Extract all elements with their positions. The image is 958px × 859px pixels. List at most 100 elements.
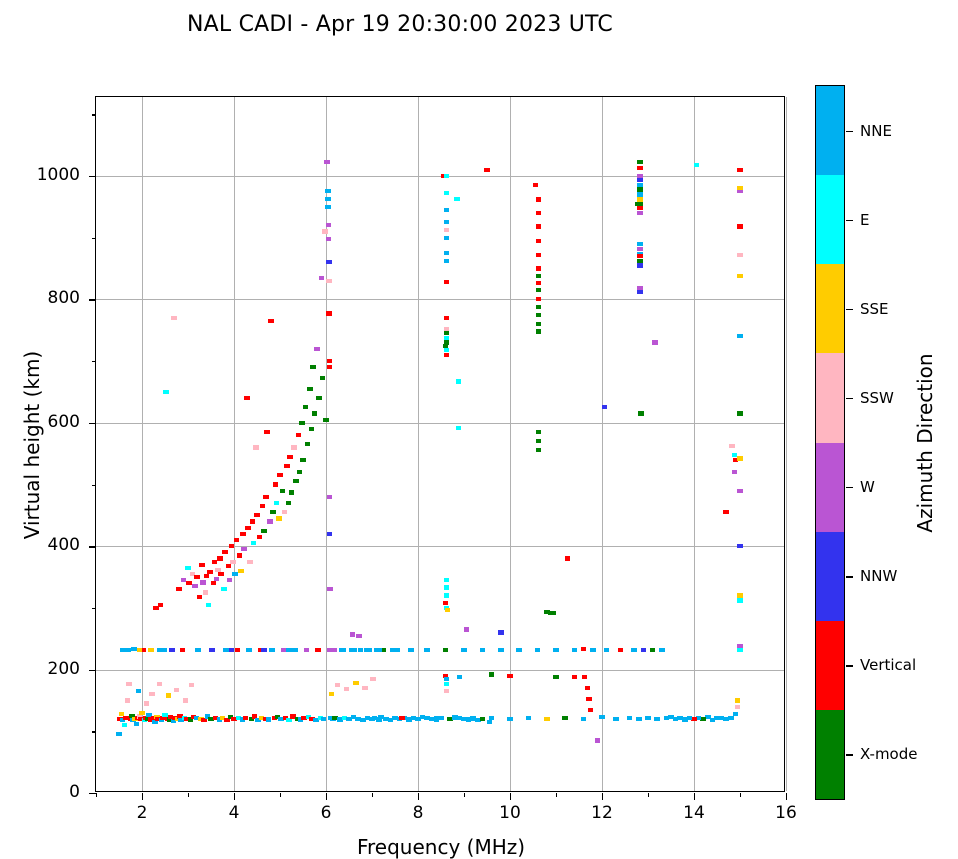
echo-point (424, 647, 430, 652)
y-tick-label: 400 (47, 535, 80, 556)
echo-point (443, 173, 450, 179)
echo-point (224, 718, 230, 723)
echo-point (216, 717, 222, 722)
echo-point (138, 716, 144, 722)
echo-point (307, 386, 313, 391)
echo-point (465, 717, 472, 722)
colorbar-band-ssw (816, 353, 844, 443)
echo-point (249, 519, 256, 524)
echo-point (217, 556, 223, 561)
echo-point (246, 647, 252, 652)
echo-point (315, 647, 321, 652)
echo-point (143, 701, 150, 706)
echo-point (331, 647, 337, 652)
echo-point (150, 716, 157, 721)
echo-point (265, 717, 272, 722)
echo-point (131, 646, 137, 651)
echo-point (728, 715, 734, 720)
x-minor-tick (464, 793, 466, 797)
echo-point (326, 365, 332, 370)
echo-point (203, 573, 210, 578)
x-tick (418, 793, 420, 800)
echo-point (311, 411, 318, 416)
x-minor-tick (556, 793, 558, 797)
echo-point (443, 250, 450, 256)
echo-point (297, 717, 304, 722)
echo-point (637, 259, 643, 264)
echo-point (152, 719, 158, 725)
echo-point (324, 160, 330, 165)
gridline-horizontal (96, 669, 784, 671)
echo-point (455, 425, 462, 430)
y-tick (89, 299, 96, 301)
echo-point (349, 632, 356, 637)
echo-point (158, 718, 165, 723)
echo-point (327, 647, 333, 652)
echo-point (410, 715, 417, 720)
echo-point (187, 717, 193, 722)
echo-point (163, 389, 169, 395)
colorbar-band-nnw (816, 531, 844, 621)
x-minor-tick (188, 793, 190, 797)
echo-point (709, 718, 716, 723)
echo-point (279, 488, 285, 493)
echo-point (723, 510, 729, 515)
echo-point (737, 189, 743, 194)
colorbar-label-vertical: Vertical (860, 656, 917, 675)
colorbar-band-vertical (816, 620, 844, 710)
echo-point (498, 630, 504, 635)
echo-point (215, 567, 221, 572)
echo-point (443, 593, 450, 598)
gridline-vertical (786, 97, 787, 791)
echo-point (288, 490, 295, 495)
echo-point (221, 587, 227, 592)
colorbar-label-e: E (860, 210, 870, 229)
echo-point (202, 590, 209, 595)
echo-point (325, 196, 331, 201)
echo-point (356, 633, 362, 638)
echo-point (282, 715, 289, 720)
echo-point (406, 717, 412, 722)
echo-point (442, 600, 449, 606)
echo-point (129, 713, 135, 718)
echo-point (700, 716, 706, 722)
echo-point (162, 713, 168, 718)
echo-point (392, 715, 398, 720)
x-minor-tick (280, 793, 282, 797)
echo-point (355, 716, 361, 722)
echo-point (723, 716, 729, 722)
echo-point (140, 647, 146, 652)
echo-point (116, 732, 122, 737)
echo-point (291, 445, 297, 450)
echo-point (443, 340, 450, 345)
echo-point (645, 715, 651, 720)
echo-point (637, 263, 643, 268)
echo-point (254, 513, 260, 518)
echo-point (250, 540, 257, 546)
echo-point (663, 716, 670, 721)
echo-point (535, 273, 542, 279)
echo-point (326, 494, 333, 499)
echo-point (294, 716, 301, 722)
gridline-vertical (142, 97, 143, 791)
echo-point (231, 716, 237, 722)
echo-point (241, 547, 247, 552)
colorbar-label-x-mode: X-mode (860, 745, 918, 764)
echo-point (654, 716, 660, 722)
echo-point (167, 714, 174, 720)
echo-point (636, 716, 642, 722)
echo-point (535, 329, 542, 334)
echo-point (326, 531, 333, 536)
colorbar-label-sse: SSE (860, 299, 889, 318)
echo-point (732, 711, 739, 717)
echo-point (366, 647, 373, 652)
gridline-vertical (510, 97, 511, 791)
echo-point (637, 165, 643, 171)
echo-point (443, 220, 450, 225)
echo-point (357, 647, 364, 652)
echo-point (139, 710, 145, 715)
gridline-horizontal (96, 176, 784, 177)
echo-point (617, 647, 624, 652)
echo-point (535, 224, 542, 229)
echo-point (277, 473, 283, 478)
